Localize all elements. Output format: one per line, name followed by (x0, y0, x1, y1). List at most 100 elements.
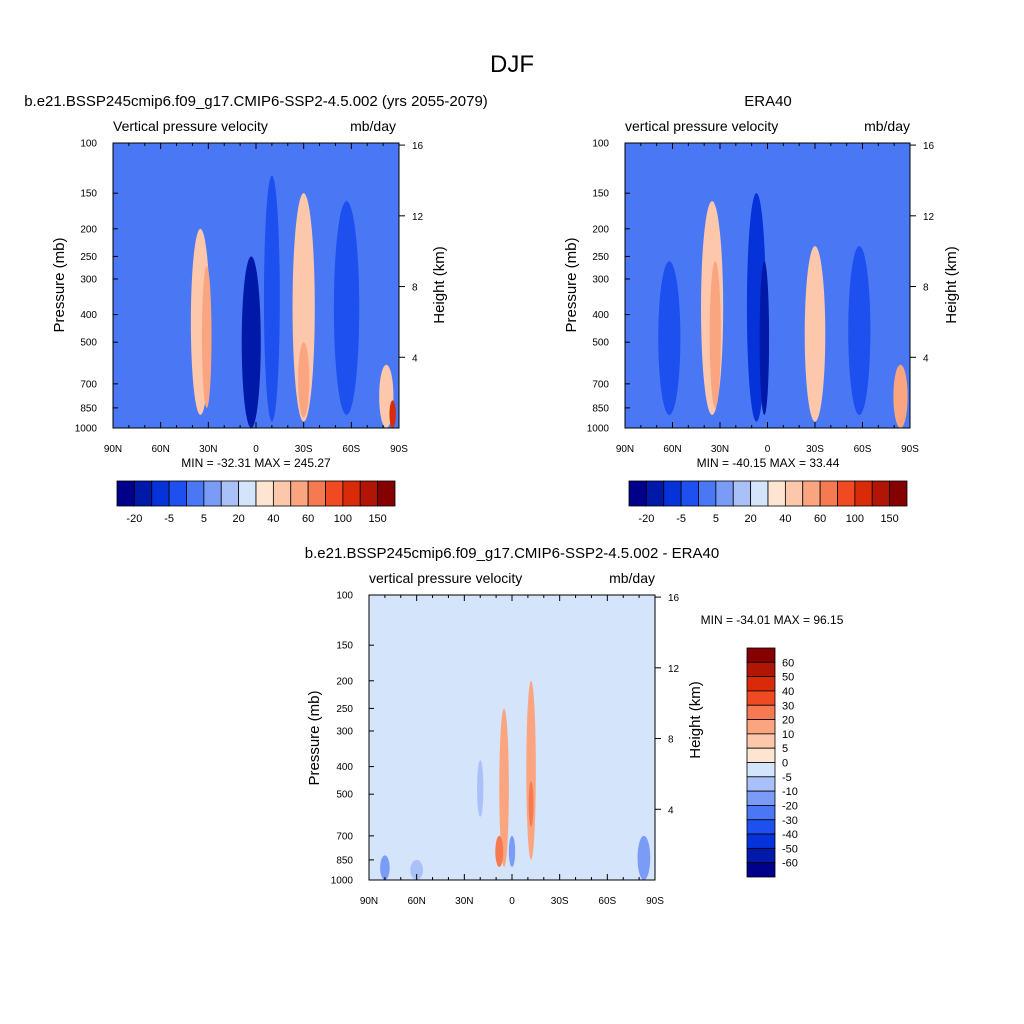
diff-colorbar-label: 10 (782, 729, 794, 741)
panel-diff-variable-label: vertical pressure velocity (369, 570, 522, 586)
obs-colorbar-label: -20 (638, 513, 654, 525)
diff-y-tick-label: 500 (336, 790, 353, 801)
diff-y-tick-label: 250 (336, 704, 353, 715)
model-y-tick-label: 250 (80, 252, 97, 263)
model-colorbar-box (220, 480, 240, 507)
obs-contour-region (893, 364, 908, 428)
diff-colorbar-box (746, 790, 776, 806)
diff-colorbar-box (746, 819, 776, 835)
figure-title: DJF (490, 51, 534, 78)
diff-colorbar-box (746, 661, 776, 678)
diff-colorbar-box (746, 776, 776, 792)
diff-colorbar-box (746, 762, 776, 778)
model-colorbar-box (186, 480, 205, 507)
model-contour-region (333, 201, 360, 415)
diff-contour-region (499, 708, 509, 867)
obs-y-tick-label: 100 (592, 139, 609, 150)
diff-colorbar-label: 60 (782, 657, 794, 669)
diff-y-tick-label: 100 (336, 591, 353, 602)
obs-x-tick-label: 90S (901, 444, 919, 455)
panel-diff-y2label: Height (km) (687, 681, 704, 759)
panel-model-plot: 90N 60N 30N 0 30S 60S 90S 100 150 200 250 300 400 500… (75, 139, 424, 526)
obs-x-tick-label: 90N (616, 444, 634, 455)
model-contour-region (298, 342, 310, 418)
model-x-tick-label: 30S (295, 444, 313, 455)
panel-model-ylabel: Pressure (mb) (51, 237, 68, 332)
obs-y-tick-label: 400 (592, 310, 609, 321)
model-colorbar-label: 100 (334, 513, 352, 525)
diff-colorbar-label: -40 (782, 829, 798, 841)
obs-height-tick-label: 16 (923, 141, 935, 152)
diff-colorbar-label: 40 (782, 686, 794, 698)
panel-diff: b.e21.BSSP245cmip6.f09_g17.CMIP6-SSP2-4.… (305, 545, 844, 907)
panel-obs-y2label: Height (km) (943, 246, 960, 324)
diff-x-tick-label: 60N (407, 896, 425, 907)
obs-height-tick-label: 8 (923, 283, 929, 294)
obs-colorbar-box (715, 480, 734, 507)
diff-colorbar-box (746, 833, 776, 849)
model-colorbar-label: 40 (267, 513, 279, 525)
model-y-tick-label: 200 (80, 224, 97, 235)
model-colorbar-box (342, 480, 361, 507)
panel-obs-plot: 90N 60N 30N 0 30S 60S 90S 100 150 200 250 300 400 500… (587, 139, 935, 526)
diff-colorbar-label: -20 (782, 800, 798, 812)
obs-y-tick-label: 700 (592, 379, 609, 390)
panel-obs-units-label: mb/day (864, 118, 910, 134)
diff-field-background (369, 595, 655, 880)
model-y-tick-label: 100 (80, 139, 97, 150)
obs-x-tick-label: 30S (806, 444, 824, 455)
obs-colorbar-box (628, 480, 647, 507)
model-contour-region (241, 256, 261, 428)
obs-colorbar-label: 60 (814, 513, 826, 525)
obs-x-tick-label: 60N (663, 444, 681, 455)
diff-colorbar-label: 20 (782, 715, 794, 727)
obs-colorbar-label: 150 (880, 513, 898, 525)
model-colorbar-box (359, 480, 379, 507)
diff-colorbar-label: 30 (782, 700, 794, 712)
model-colorbar-box (377, 480, 396, 507)
diff-y-tick-label: 850 (336, 855, 353, 866)
obs-colorbar-box (837, 480, 856, 507)
obs-x-tick-label: 30N (711, 444, 729, 455)
model-colorbar-box (116, 480, 135, 507)
panel-diff-title: b.e21.BSSP245cmip6.f09_g17.CMIP6-SSP2-4.… (305, 545, 719, 562)
model-colorbar-box (307, 480, 326, 507)
model-colorbar-box (255, 480, 274, 507)
model-y-tick-label: 300 (80, 274, 97, 285)
model-colorbar-box (325, 480, 344, 507)
diff-colorbar-label: -60 (782, 858, 798, 870)
obs-colorbar: -20 -5 5 20 40 60 100 150 (628, 480, 908, 525)
diff-contour-region (380, 855, 390, 880)
model-field (113, 143, 399, 428)
panel-diff-plot: 90N 60N 30N 0 30S 60S 90S100150200250300400500… (331, 591, 798, 908)
obs-height-tick-label: 4 (923, 353, 929, 364)
diff-y-tick-label: 200 (336, 676, 353, 687)
obs-colorbar-box (784, 480, 804, 507)
diff-contour-region (477, 760, 484, 817)
obs-colorbar-box (871, 480, 891, 507)
diff-contour-region (495, 835, 504, 867)
obs-y-tick-label: 850 (592, 403, 609, 414)
diff-y-tick-label: 1000 (331, 876, 354, 887)
panel-diff-ylabel: Pressure (mb) (306, 690, 323, 785)
obs-x-tick-label: 60S (854, 444, 872, 455)
diff-y-tick-label: 150 (336, 641, 353, 652)
obs-colorbar-box (663, 480, 682, 507)
obs-colorbar-label: 40 (779, 513, 791, 525)
model-y-tick-label: 1000 (75, 424, 98, 435)
panel-model-y2label: Height (km) (431, 246, 448, 324)
diff-colorbar-box (746, 719, 776, 735)
model-colorbar-box (272, 480, 292, 507)
diff-x-tick-label: 60S (598, 896, 616, 907)
model-colorbar-label: 60 (302, 513, 314, 525)
obs-colorbar-box (889, 480, 908, 507)
diff-colorbar-box (746, 747, 776, 763)
obs-contour-region (759, 261, 770, 415)
diff-height-tick-label: 12 (668, 664, 680, 675)
model-colorbar-label: 20 (233, 513, 245, 525)
obs-y-tick-label: 250 (592, 252, 609, 263)
diff-x-tick-label: 90N (360, 896, 378, 907)
model-colorbar-box (290, 480, 309, 507)
diff-contour-region (526, 680, 536, 860)
